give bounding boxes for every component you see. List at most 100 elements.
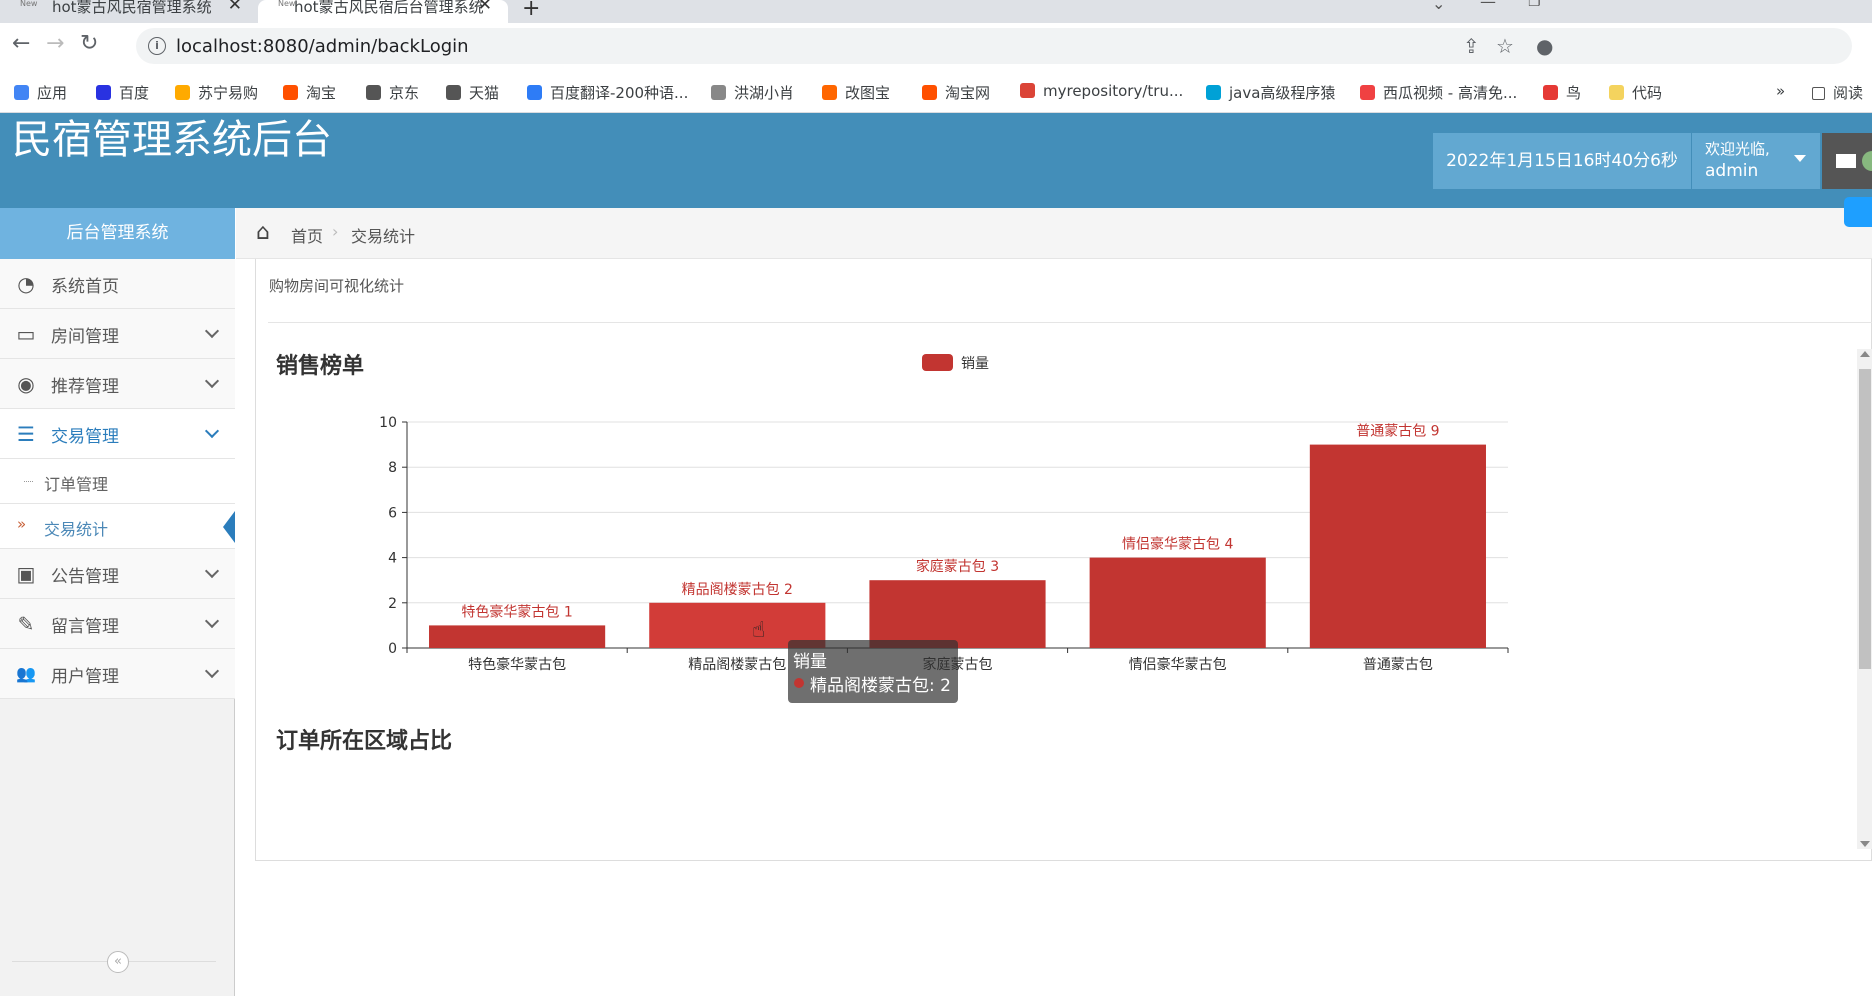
bookmark-icon: [1609, 85, 1624, 100]
bookmark-item[interactable]: 百度翻译-200种语...: [527, 82, 688, 103]
sidebar-subitem-orders[interactable]: 订单管理: [0, 459, 235, 504]
chart-title-region: 订单所在区域占比: [276, 729, 453, 754]
bookmark-icon: [711, 85, 726, 100]
bookmark-item[interactable]: 淘宝网: [922, 82, 990, 103]
picture-icon: ▣: [16, 562, 36, 586]
legend-swatch[interactable]: [922, 354, 953, 371]
bookmark-item[interactable]: 鸟: [1543, 82, 1581, 103]
forward-icon[interactable]: →: [46, 31, 65, 56]
scrollbar[interactable]: [1857, 349, 1872, 849]
sidebar-item-home[interactable]: ◔ 系统首页: [0, 259, 235, 309]
plus-icon[interactable]: +: [522, 0, 541, 21]
tab-title: hot蒙古风民宿后台管理系统: [294, 0, 484, 16]
bookmark-label: 京东: [389, 84, 420, 102]
bookmark-label: 苏宁易购: [198, 84, 259, 102]
data-label: 精品阁楼蒙古包 2: [682, 582, 793, 598]
brand-title[interactable]: 民宿管理系统后台: [12, 117, 332, 163]
bookmark-item[interactable]: myrepository/tru...: [1020, 82, 1183, 100]
profile-icon[interactable]: ●: [1536, 34, 1554, 58]
hand-cursor-icon: ☝: [752, 618, 766, 643]
share-icon[interactable]: ⇪: [1463, 34, 1480, 58]
star-icon[interactable]: ☆: [1496, 34, 1514, 58]
y-tick-label: 10: [379, 415, 397, 431]
bookmark-icon: [446, 85, 461, 100]
close-tab-icon[interactable]: ✕: [227, 0, 242, 15]
sidebar: 后台管理系统 ◔ 系统首页 ▭ 房间管理 ◉ 推荐管理 ☰ 交易管理 订单管理 …: [0, 208, 235, 996]
breadcrumb-home[interactable]: 首页: [291, 227, 324, 246]
bookmark-item[interactable]: 京东: [366, 82, 419, 103]
sidebar-item-recommend[interactable]: ◉ 推荐管理: [0, 359, 235, 409]
scrollbar-thumb[interactable]: [1859, 369, 1871, 669]
sidebar-item-users[interactable]: 👥 用户管理: [0, 649, 235, 699]
floating-widget-icon[interactable]: [1844, 197, 1872, 227]
bookmark-item[interactable]: 代码: [1609, 82, 1662, 103]
close-tab-icon[interactable]: ✕: [477, 0, 492, 15]
sidebar-item-label: 公告管理: [51, 567, 119, 587]
bookmark-item[interactable]: 应用: [14, 82, 67, 103]
sidebar-item-label: 推荐管理: [51, 377, 119, 397]
dashboard-icon: ◔: [17, 272, 35, 296]
bookmark-label: 百度翻译-200种语...: [550, 84, 689, 102]
breadcrumb-separator: ›: [332, 222, 339, 241]
messages-button[interactable]: [1822, 133, 1872, 189]
sidebar-item-messages[interactable]: ✎ 留言管理: [0, 599, 235, 649]
browser-tab[interactable]: New hot蒙古风民宿管理系统 ✕: [0, 0, 258, 23]
active-indicator: [223, 511, 235, 543]
double-chevron-right-icon: »: [17, 515, 27, 533]
home-icon[interactable]: ⌂: [256, 220, 270, 245]
scroll-up-icon[interactable]: [1860, 351, 1870, 357]
bookmark-label: 百度: [119, 84, 150, 102]
bookmark-item[interactable]: 苏宁易购: [175, 82, 258, 103]
scroll-down-icon[interactable]: [1860, 841, 1870, 847]
eye-icon: ◉: [17, 372, 35, 396]
bar[interactable]: [869, 580, 1046, 648]
edit-icon: ✎: [17, 612, 35, 636]
bookmark-icon: [1360, 85, 1375, 100]
bar[interactable]: [1309, 444, 1486, 648]
bookmark-item[interactable]: 淘宝: [283, 82, 336, 103]
more-bookmarks-icon[interactable]: »: [1776, 82, 1786, 100]
bookmark-item[interactable]: java高级程序猿: [1206, 82, 1335, 103]
chart-tooltip: 销量 精品阁楼蒙古包: 2: [788, 640, 958, 703]
app-header: 民宿管理系统后台 2022年1月15日16时40分6秒 欢迎光临, admin: [0, 113, 1872, 208]
bookmark-item[interactable]: 洪湖小肖: [711, 82, 794, 103]
site-info-icon[interactable]: i: [148, 37, 166, 55]
bookmark-item[interactable]: 天猫: [446, 82, 499, 103]
browser-tab-active[interactable]: New hot蒙古风民宿后台管理系统 ✕: [258, 0, 508, 23]
chart-title-sales: 销售榜单: [276, 354, 365, 379]
divider: [268, 322, 1872, 323]
sidebar-item-label: 交易管理: [51, 427, 119, 447]
bookmark-icon: [822, 85, 837, 100]
favicon-icon: New: [278, 0, 296, 8]
bar[interactable]: [429, 625, 606, 648]
legend-label: 销量: [961, 356, 989, 372]
bookmark-icon: [283, 85, 298, 100]
bookmark-item[interactable]: 改图宝: [822, 82, 890, 103]
back-icon[interactable]: ←: [12, 31, 31, 56]
sidebar-item-trade[interactable]: ☰ 交易管理: [0, 409, 235, 459]
y-tick-label: 0: [388, 641, 397, 657]
sidebar-item-notices[interactable]: ▣ 公告管理: [0, 549, 235, 599]
bookmark-icon: [14, 85, 29, 100]
bookmark-icon: [1543, 85, 1558, 100]
sidebar-item-rooms[interactable]: ▭ 房间管理: [0, 309, 235, 359]
tree-line: [24, 481, 33, 482]
y-tick-label: 6: [388, 505, 397, 521]
collapse-sidebar-icon[interactable]: «: [107, 951, 129, 973]
reload-icon[interactable]: ↻: [80, 31, 99, 56]
url-text[interactable]: localhost:8080/admin/backLogin: [176, 36, 469, 57]
favicon-icon: New: [20, 0, 38, 8]
minimize-icon[interactable]: —: [1480, 0, 1496, 11]
bookmark-icon: [1020, 83, 1035, 98]
bookmark-item[interactable]: 西瓜视频 - 高清免...: [1360, 82, 1517, 103]
user-menu[interactable]: 欢迎光临, admin: [1692, 133, 1820, 189]
reading-list[interactable]: 阅读: [1812, 82, 1863, 103]
url-field[interactable]: i localhost:8080/admin/backLogin ⇪ ☆ ●: [136, 28, 1852, 64]
chevron-down-icon[interactable]: ⌄: [1432, 0, 1446, 13]
bar[interactable]: [1089, 557, 1266, 648]
maximize-icon[interactable]: ❐: [1528, 0, 1541, 10]
bookmark-item[interactable]: 百度: [96, 82, 149, 103]
list-icon: ☰: [17, 422, 35, 446]
sidebar-subitem-stats[interactable]: » 交易统计: [0, 504, 235, 549]
